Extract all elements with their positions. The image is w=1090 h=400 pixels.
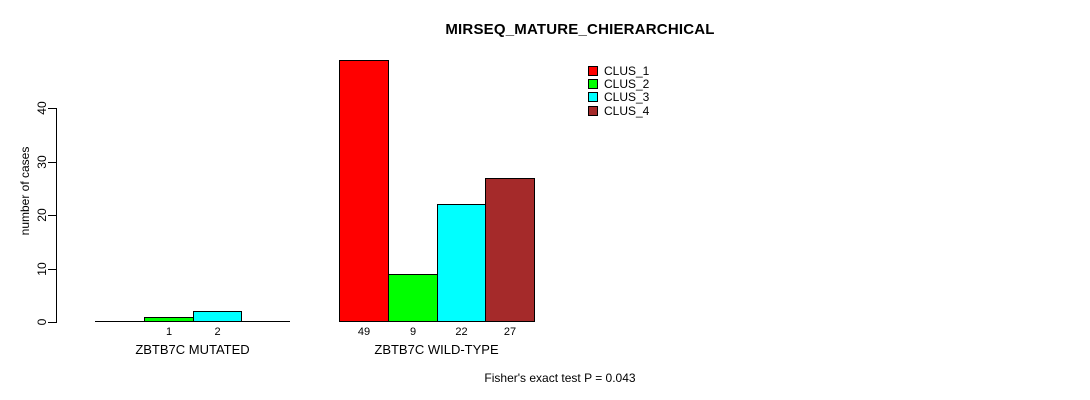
y-axis-tick-label: 30 [35,155,49,169]
legend-item: CLUS_1 [588,64,649,77]
fisher-test-note: Fisher's exact test P = 0.043 [484,371,636,385]
bar-value-label: 22 [455,326,468,338]
legend-color-swatch [588,79,598,90]
y-axis-label-text: number of cases [18,146,32,236]
legend-label: CLUS_1 [604,63,650,78]
y-axis-tick-label: 10 [35,262,49,276]
bar-value-label: 9 [409,326,417,338]
bar-CLUS_2 [388,274,438,322]
legend-label: CLUS_3 [604,90,650,105]
y-axis-tick-label: 0 [35,318,49,326]
y-axis-line [56,108,57,323]
y-axis-tick [48,162,56,163]
legend-label: CLUS_4 [604,103,650,118]
bar-CLUS_3 [193,311,242,322]
legend-color-swatch [588,65,598,76]
legend: CLUS_1 CLUS_2 CLUS_3 CLUS_4 [588,64,649,118]
y-axis-tick [48,269,56,270]
legend-color-swatch [588,92,598,103]
y-axis-tick [48,322,56,323]
y-axis-tick-label: 20 [35,208,49,222]
bar-value-label: 2 [214,326,221,338]
legend-item: CLUS_4 [588,104,649,117]
legend-item: CLUS_2 [588,77,649,90]
bar-value-label: 27 [503,326,517,338]
legend-label: CLUS_2 [604,77,650,92]
bar-CLUS_2 [144,317,194,322]
legend-item: CLUS_3 [588,91,649,104]
bar-CLUS_1 [339,60,389,322]
category-label: ZBTB7C MUTATED [135,342,250,357]
bar-CLUS_4 [485,178,535,322]
y-axis-tick [48,108,56,109]
chart-title: MIRSEQ_MATURE_CHIERARCHICAL [445,21,715,38]
y-axis-tick [48,215,56,216]
bar-CLUS_3 [437,204,486,322]
y-axis-tick-label: 40 [35,101,49,115]
bar-value-label: 1 [165,326,173,338]
category-label: ZBTB7C WILD-TYPE [374,342,499,357]
legend-color-swatch [588,105,598,116]
bar-value-label: 49 [357,326,371,338]
